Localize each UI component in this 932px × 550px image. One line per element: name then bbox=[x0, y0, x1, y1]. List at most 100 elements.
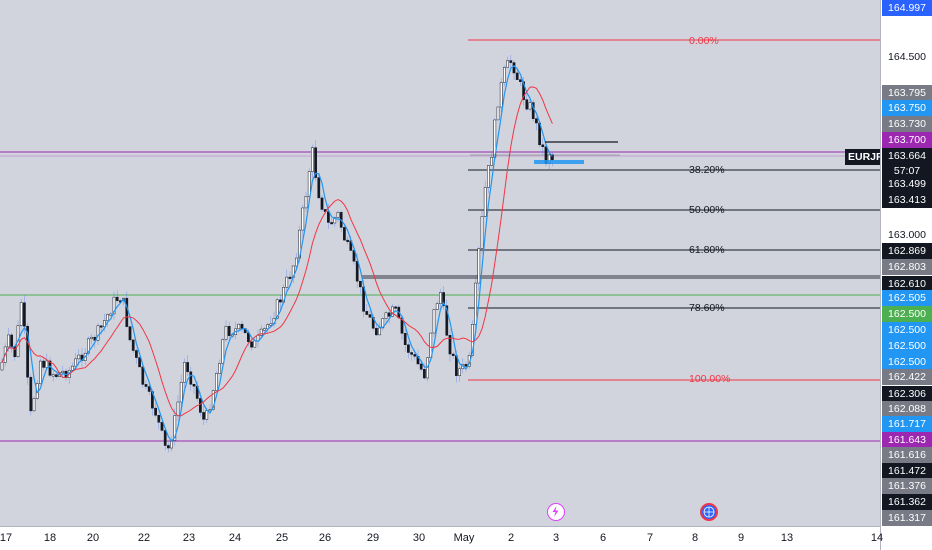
candle-body bbox=[512, 62, 516, 74]
candle-body bbox=[211, 390, 215, 410]
candle-body bbox=[419, 363, 423, 370]
candle-body bbox=[183, 362, 186, 383]
candle-body bbox=[365, 311, 369, 315]
candle-body bbox=[253, 340, 257, 348]
candle-body bbox=[250, 341, 253, 348]
candle-body bbox=[74, 358, 77, 367]
candle-body bbox=[144, 384, 148, 387]
candle-body bbox=[259, 328, 263, 336]
candle-body bbox=[275, 299, 279, 319]
candle-body bbox=[477, 248, 481, 284]
candle-body bbox=[199, 398, 202, 413]
candle-body bbox=[61, 370, 65, 374]
price-label: 162.088 bbox=[882, 401, 932, 417]
candle-body bbox=[279, 299, 282, 303]
chart-plot-area[interactable]: 0.00% 38.20% 50.00% 61.80% 78.60% 100.00… bbox=[0, 0, 880, 526]
candle-body bbox=[423, 368, 426, 379]
candle-body bbox=[141, 366, 145, 385]
price-axis[interactable]: 164.997 164.500 163.795 163.750 163.730 163.7… bbox=[880, 0, 932, 550]
globe-glyph bbox=[703, 506, 715, 518]
price-label: 162.803 bbox=[882, 259, 932, 275]
candle-body bbox=[0, 362, 4, 371]
fib-label-38: 38.20% bbox=[689, 164, 725, 176]
time-tick-label: May bbox=[453, 532, 475, 544]
price-label: 162.505 bbox=[882, 290, 932, 306]
candle-body bbox=[154, 407, 157, 416]
price-label: 162.500 bbox=[882, 354, 932, 370]
fib-label-0: 0.00% bbox=[689, 35, 719, 47]
price-label: 163.750 bbox=[882, 100, 932, 116]
candle-body bbox=[179, 381, 183, 403]
candle-body bbox=[215, 373, 218, 391]
price-label: 162.610 bbox=[882, 276, 932, 292]
candle-body bbox=[112, 296, 116, 315]
candle-body bbox=[147, 386, 151, 392]
price-label: 162.500 bbox=[882, 338, 932, 354]
candle-body bbox=[487, 165, 490, 188]
price-label: 161.362 bbox=[882, 494, 932, 510]
price-label: 162.422 bbox=[882, 369, 932, 385]
candle-body bbox=[439, 292, 442, 304]
price-label: 163.700 bbox=[882, 132, 932, 148]
time-axis[interactable]: 17 18 20 22 23 24 25 26 29 30 May 2 3 6 7 8 9 13 14 bbox=[0, 526, 884, 550]
candle-body bbox=[55, 374, 58, 377]
candle-body bbox=[451, 353, 455, 356]
candle-body bbox=[295, 257, 298, 267]
candle-body bbox=[426, 357, 429, 379]
candle-body bbox=[515, 72, 519, 80]
lightning-icon[interactable] bbox=[547, 503, 565, 521]
price-label: 164.997 bbox=[882, 0, 932, 16]
price-label: 164.500 bbox=[888, 51, 926, 63]
price-label: 163.795 bbox=[882, 85, 932, 101]
candle-body bbox=[359, 280, 362, 288]
candle-body bbox=[483, 187, 487, 217]
time-tick-label: 18 bbox=[43, 532, 57, 544]
candle-body bbox=[224, 326, 228, 340]
candle-body bbox=[480, 216, 484, 249]
candle-body bbox=[176, 401, 180, 416]
candle-body bbox=[237, 323, 241, 330]
candle-body bbox=[163, 430, 167, 446]
candle-body bbox=[138, 357, 141, 368]
candle-body bbox=[343, 227, 346, 241]
candle-body bbox=[442, 292, 445, 306]
candle-body bbox=[355, 260, 359, 282]
candle-body bbox=[167, 445, 170, 449]
candle-body bbox=[71, 365, 74, 371]
candle-body bbox=[51, 374, 55, 377]
time-tick-label: 26 bbox=[318, 532, 332, 544]
candle-body bbox=[506, 60, 509, 68]
time-tick-label: 29 bbox=[366, 532, 380, 544]
candle-body bbox=[311, 147, 314, 172]
globe-icon[interactable] bbox=[700, 503, 718, 521]
symbol-tag[interactable]: EURJPY bbox=[845, 149, 880, 165]
candle-body bbox=[115, 296, 119, 301]
price-label: 162.500 bbox=[882, 322, 932, 338]
price-label: 57:07 bbox=[882, 163, 932, 179]
candle-body bbox=[301, 207, 305, 231]
fib-label-61: 61.80% bbox=[689, 244, 725, 256]
candle-body bbox=[387, 312, 391, 317]
price-label: 161.317 bbox=[882, 510, 932, 526]
candle-body bbox=[128, 326, 132, 341]
candle-body bbox=[218, 363, 221, 374]
price-label: 163.664 bbox=[882, 148, 932, 164]
candle-body bbox=[96, 325, 100, 341]
candle-body bbox=[330, 222, 333, 225]
candle-body bbox=[7, 334, 10, 348]
candle-body bbox=[26, 325, 29, 378]
candle-body bbox=[240, 323, 244, 329]
time-tick-label: 14 bbox=[870, 532, 884, 544]
time-tick-label: 20 bbox=[86, 532, 100, 544]
candle-body bbox=[227, 326, 231, 336]
lightning-glyph bbox=[552, 506, 559, 517]
candle-body bbox=[413, 354, 417, 357]
chart-svg[interactable] bbox=[0, 0, 880, 526]
price-label: 161.376 bbox=[882, 478, 932, 494]
candle-body bbox=[87, 338, 90, 354]
candle-body bbox=[103, 320, 106, 328]
candle-body bbox=[403, 333, 407, 345]
candle-body bbox=[448, 335, 452, 355]
candle-body bbox=[205, 410, 209, 420]
candle-body bbox=[202, 412, 205, 420]
